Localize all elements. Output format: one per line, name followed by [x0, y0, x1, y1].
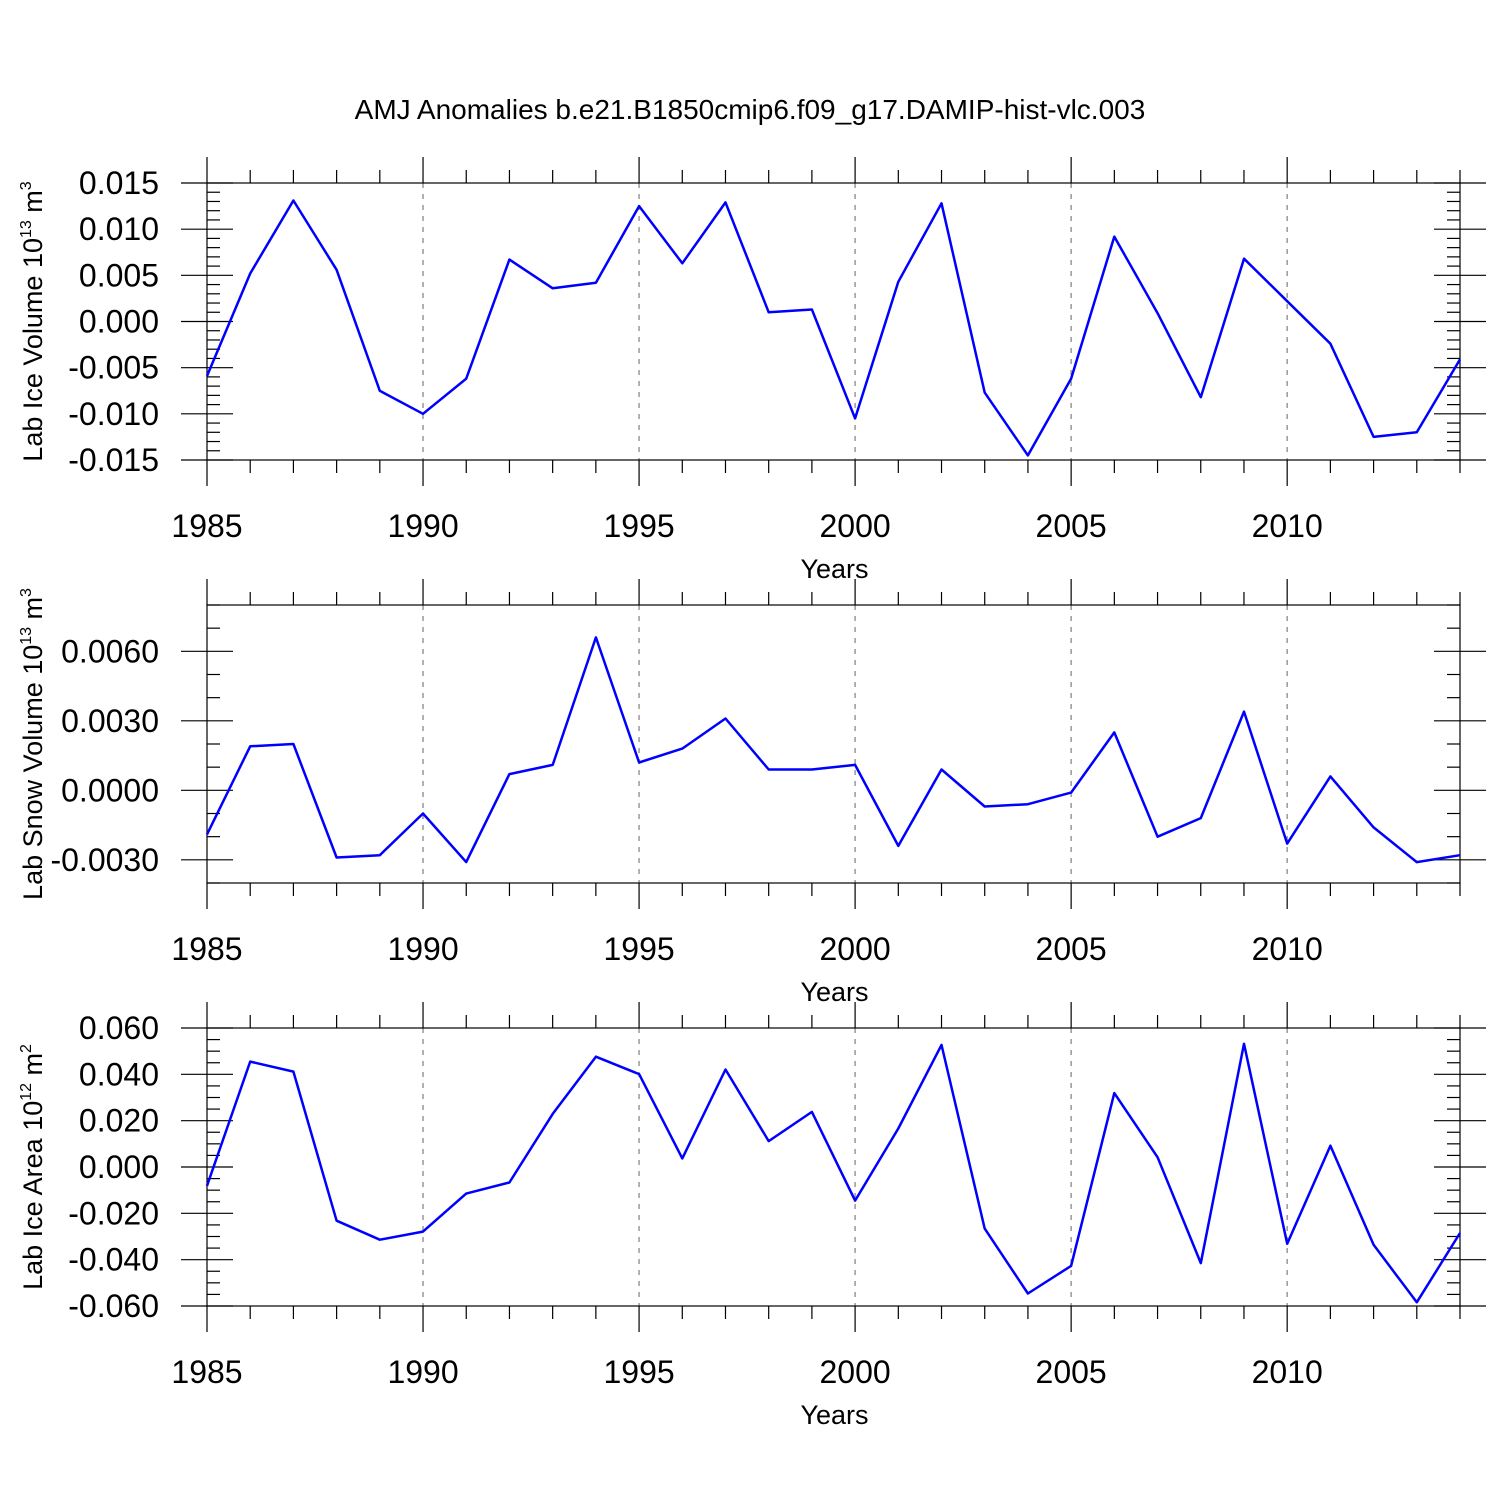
- y-axis-title-unit-exponent: 2: [18, 1044, 35, 1053]
- x-axis-title: Years: [800, 1400, 868, 1430]
- chart-ice-volume: 1985 1990 1995 2000 2005 2010 Years -0.015 -0.01…: [18, 157, 1486, 584]
- y-axis-title-exponent: 13: [18, 627, 35, 645]
- chart-panels: 1985 1990 1995 2000 2005 2010 Years -0.015 -0.01…: [18, 157, 1486, 1430]
- y-tick-label: -0.005: [68, 350, 159, 386]
- y-tick-label: 0.000: [79, 1149, 159, 1185]
- y-axis-title: Lab Ice Area 1012 m2: [18, 1044, 48, 1290]
- x-tick-label: 2000: [820, 931, 891, 967]
- y-tick-label: 0.005: [79, 257, 159, 293]
- y-tick-label: 0.010: [79, 211, 159, 247]
- y-tick-label: -0.040: [68, 1242, 159, 1278]
- chart-ice-area: 1985 1990 1995 2000 2005 2010 Years -0.060 -0.04…: [18, 1002, 1486, 1430]
- y-tick-label: 0.0060: [61, 633, 159, 669]
- x-tick-label: 1995: [603, 1354, 674, 1390]
- y-tick-label: -0.060: [68, 1288, 159, 1324]
- y-tick-label: 0.040: [79, 1056, 159, 1092]
- x-tick-label: 2000: [820, 1354, 891, 1390]
- y-tick-label: 0.020: [79, 1103, 159, 1139]
- y-tick-label: 0.015: [79, 165, 159, 201]
- series-line-snow-volume: [205, 636, 1461, 864]
- plot-frame: [206, 182, 1461, 461]
- x-tick-label: 1985: [171, 1354, 242, 1390]
- x-axis-title: Years: [800, 554, 868, 584]
- y-axis-title-unit: m: [18, 190, 48, 220]
- y-axis-title-unit-exponent: 3: [18, 181, 35, 190]
- y-axis-title-text: Lab Ice Volume 10: [18, 238, 48, 462]
- x-tick-label: 2005: [1036, 1354, 1107, 1390]
- x-tick-label: 1985: [171, 931, 242, 967]
- chart-snow-volume: 1985 1990 1995 2000 2005 2010 Years -0.0030 0.00…: [18, 579, 1486, 1007]
- y-axis-title-text: Lab Ice Area 10: [18, 1101, 48, 1290]
- x-tick-label: 1990: [387, 1354, 458, 1390]
- y-tick-label: -0.0030: [50, 842, 159, 878]
- y-axis-title-unit: m: [18, 597, 48, 627]
- x-tick-label: 1990: [387, 931, 458, 967]
- x-tick-label: 1990: [387, 508, 458, 544]
- x-tick-label: 2010: [1252, 931, 1323, 967]
- series-line-ice-volume: [205, 199, 1462, 457]
- y-tick-label: 0.0000: [61, 772, 159, 808]
- x-tick-label: 2005: [1036, 931, 1107, 967]
- y-tick-label: -0.020: [68, 1195, 159, 1231]
- x-tick-label: 2010: [1252, 508, 1323, 544]
- y-axis-title-exponent: 12: [18, 1083, 35, 1101]
- x-tick-label: 2010: [1252, 1354, 1323, 1390]
- y-axis-title-unit-exponent: 3: [18, 588, 35, 597]
- x-tick-label: 1985: [171, 508, 242, 544]
- y-axis-title-exponent: 13: [18, 220, 35, 238]
- x-tick-label: 2005: [1036, 508, 1107, 544]
- y-axis-title: Lab Snow Volume 1013 m3: [18, 588, 48, 900]
- x-tick-label: 2000: [820, 508, 891, 544]
- y-tick-label: -0.010: [68, 396, 159, 432]
- x-tick-label: 1995: [603, 931, 674, 967]
- figure-title: AMJ Anomalies b.e21.B1850cmip6.f09_g17.D…: [355, 94, 1146, 125]
- y-tick-label: 0.060: [79, 1010, 159, 1046]
- y-axis-title-unit: m: [18, 1053, 48, 1083]
- y-axis-title-text: Lab Snow Volume 10: [18, 645, 48, 900]
- y-tick-label: 0.000: [79, 304, 159, 340]
- x-axis-title: Years: [800, 977, 868, 1007]
- series-line-ice-area: [205, 1042, 1462, 1304]
- plot-frame: [206, 1027, 1461, 1307]
- y-tick-label: 0.0030: [61, 703, 159, 739]
- y-tick-label: -0.015: [68, 442, 159, 478]
- y-axis-title: Lab Ice Volume 1013 m3: [18, 181, 48, 461]
- x-tick-label: 1995: [603, 508, 674, 544]
